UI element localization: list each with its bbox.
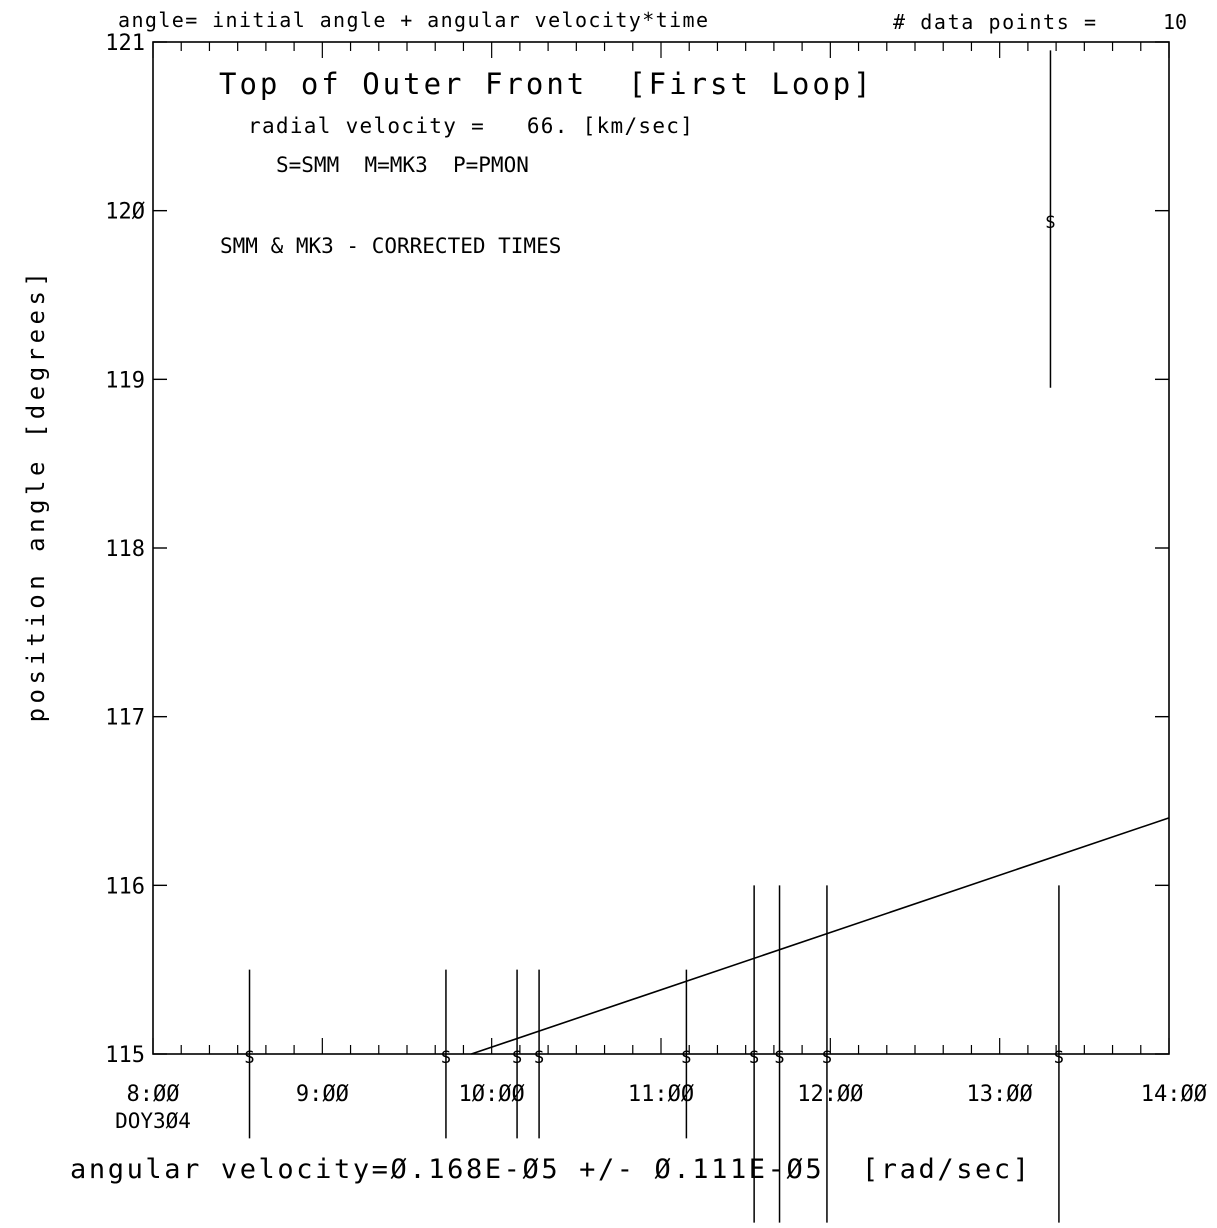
radial-velocity-label: radial velocity = 66. [km/sec] [248, 114, 694, 138]
data-points-label: # data points = [893, 10, 1098, 34]
data-marker: S [1045, 213, 1055, 233]
x-tick-label: 13:ØØ [967, 1082, 1033, 1107]
x-tick-label: 11:ØØ [628, 1082, 694, 1107]
data-marker: S [749, 1048, 759, 1068]
x-tick-label: 1Ø:ØØ [459, 1082, 525, 1107]
x-tick-label: 12:ØØ [797, 1082, 863, 1107]
x-tick-label: 9:ØØ [296, 1082, 349, 1107]
data-marker: S [441, 1048, 451, 1068]
y-tick-label: 115 [105, 1043, 145, 1068]
instrument-legend: S=SMM M=MK3 P=PMON [276, 153, 529, 177]
y-tick-label: 12Ø [105, 200, 145, 225]
data-marker: S [244, 1048, 254, 1068]
y-tick-label: 118 [105, 537, 145, 562]
corrected-times-note: SMM & MK3 - CORRECTED TIMES [220, 234, 561, 258]
data-marker: S [1054, 1048, 1064, 1068]
x-tick-label: 8:ØØ [127, 1082, 180, 1107]
fit-line [471, 817, 1170, 1055]
x-sub-label: DOY3Ø4 [115, 1109, 191, 1133]
y-tick-label: 116 [105, 874, 145, 899]
data-points-value: 10 [1163, 10, 1187, 34]
fit-line-group [471, 817, 1170, 1055]
plot-title: Top of Outer Front [First Loop] [219, 67, 874, 101]
data-points: S S S S S S S S SS [244, 50, 1064, 1223]
data-marker: S [534, 1048, 544, 1068]
plot-frame [152, 41, 1170, 1055]
y-tick-label: 119 [105, 368, 145, 393]
x-tick-label: 14:ØØ [1141, 1082, 1207, 1107]
x-tick-group: 8:ØØ 9:ØØ 1Ø:ØØ 11:ØØ 12:ØØ 13:ØØ 14:ØØ DOY3Ø4 [115, 42, 1207, 1133]
angular-velocity-result: angular velocity=Ø.168E-Ø5 +/- Ø.111E-Ø5… [70, 1154, 1032, 1185]
data-marker: S [512, 1048, 522, 1068]
data-marker: S [774, 1048, 784, 1068]
y-tick-label: 121 [105, 31, 145, 56]
y-tick-label: 117 [105, 706, 145, 731]
data-marker: S [681, 1048, 691, 1068]
y-tick-group: 115 116 117 118 119 12Ø 121 [105, 31, 1169, 1068]
data-marker: S [822, 1048, 832, 1068]
y-axis-title: position angle [degrees] [22, 268, 50, 723]
formula-label: angle= initial angle + angular velocity*… [118, 8, 709, 32]
